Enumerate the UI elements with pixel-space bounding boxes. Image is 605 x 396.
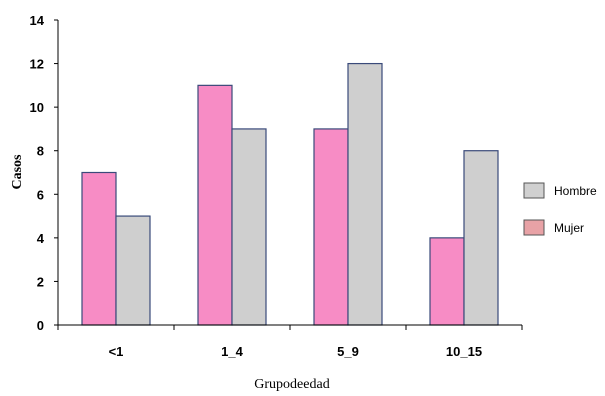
bar-mujer-1 <box>81 171 117 326</box>
y-tick-label: 4 <box>37 231 45 246</box>
legend-swatch-hombre <box>523 182 545 199</box>
bar-hombre-2 <box>231 128 267 326</box>
bars <box>81 62 499 326</box>
y-axis-ticks: 0 2 4 6 8 10 12 14 <box>30 13 58 333</box>
legend-label-hombre: Hombre <box>554 184 597 198</box>
x-tick-label: 1_4 <box>221 344 243 359</box>
legend: Hombre Mujer <box>523 182 597 236</box>
x-axis-ticks: <1 1_4 5_9 10_15 <box>57 325 523 359</box>
y-tick-label: 10 <box>30 100 44 115</box>
bar-hombre-3 <box>347 62 383 326</box>
y-tick-label: 8 <box>37 144 44 159</box>
y-tick-label: 14 <box>30 13 45 28</box>
bar-hombre-4 <box>463 150 499 326</box>
bar-mujer-2 <box>197 84 233 326</box>
y-tick-label: 0 <box>37 318 44 333</box>
x-tick-label: 5_9 <box>337 344 359 359</box>
y-tick-label: 6 <box>37 187 44 202</box>
legend-swatch-mujer <box>523 219 545 236</box>
bar-hombre-1 <box>115 215 151 326</box>
x-tick-label: <1 <box>109 344 124 359</box>
y-tick-label: 2 <box>37 274 44 289</box>
y-axis-title: Casos <box>10 154 25 190</box>
x-tick-label: 10_15 <box>446 344 482 359</box>
bar-mujer-3 <box>313 128 349 326</box>
legend-label-mujer: Mujer <box>554 221 584 235</box>
x-axis-title: Grupodeedad <box>254 377 329 392</box>
bar-mujer-4 <box>429 237 465 326</box>
y-tick-label: 12 <box>30 57 44 72</box>
